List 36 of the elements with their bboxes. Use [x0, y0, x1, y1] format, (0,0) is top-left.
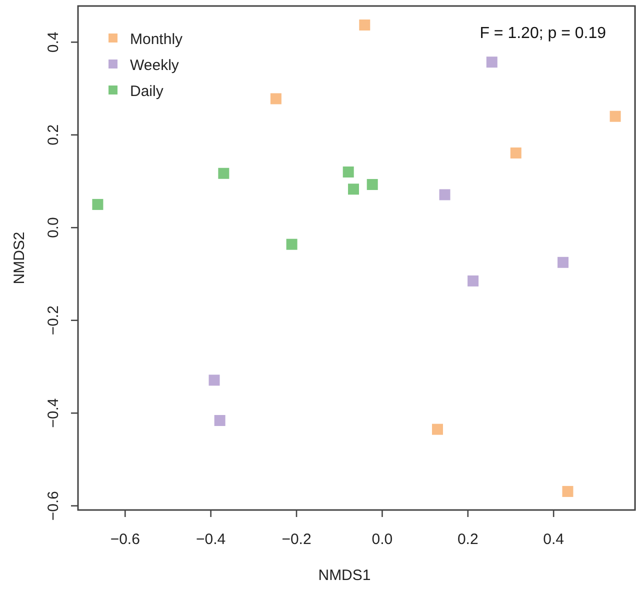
x-axis-title: NMDS1 [318, 567, 371, 584]
x-tick-label: −0.2 [282, 531, 312, 548]
point [270, 93, 282, 104]
point [218, 168, 230, 179]
point [359, 20, 370, 31]
y-tick-label: 0.0 [45, 217, 62, 238]
x-tick-label: 0.0 [372, 531, 393, 548]
y-tick-label: 0.4 [45, 32, 62, 53]
y-tick-label: −0.2 [45, 306, 62, 336]
x-tick-label: −0.6 [110, 531, 140, 548]
point [92, 198, 104, 210]
legend-label: Daily [130, 83, 164, 100]
y-tick-label: −0.4 [45, 398, 62, 428]
point [348, 184, 359, 195]
point [366, 179, 378, 190]
y-tick-label: 0.2 [45, 124, 62, 146]
annotation: F = 1.20; p = 0.19 [480, 25, 606, 42]
x-tick-label: 0.4 [543, 531, 564, 548]
point [558, 256, 569, 268]
legend-label: Weekly [130, 57, 180, 74]
point [610, 110, 621, 122]
point [208, 374, 220, 386]
point [286, 238, 298, 250]
y-tick-label: −0.6 [45, 491, 62, 521]
point [432, 424, 443, 435]
point [439, 189, 450, 200]
y-axis-title: NMDS2 [11, 232, 28, 284]
point [510, 147, 522, 158]
point [486, 56, 498, 68]
point [214, 415, 226, 426]
x-tick-label: −0.4 [196, 531, 226, 548]
point [468, 275, 479, 286]
point [562, 486, 574, 497]
point [342, 166, 354, 178]
x-tick-label: 0.2 [457, 531, 478, 548]
legend-label: Monthly [130, 31, 184, 48]
